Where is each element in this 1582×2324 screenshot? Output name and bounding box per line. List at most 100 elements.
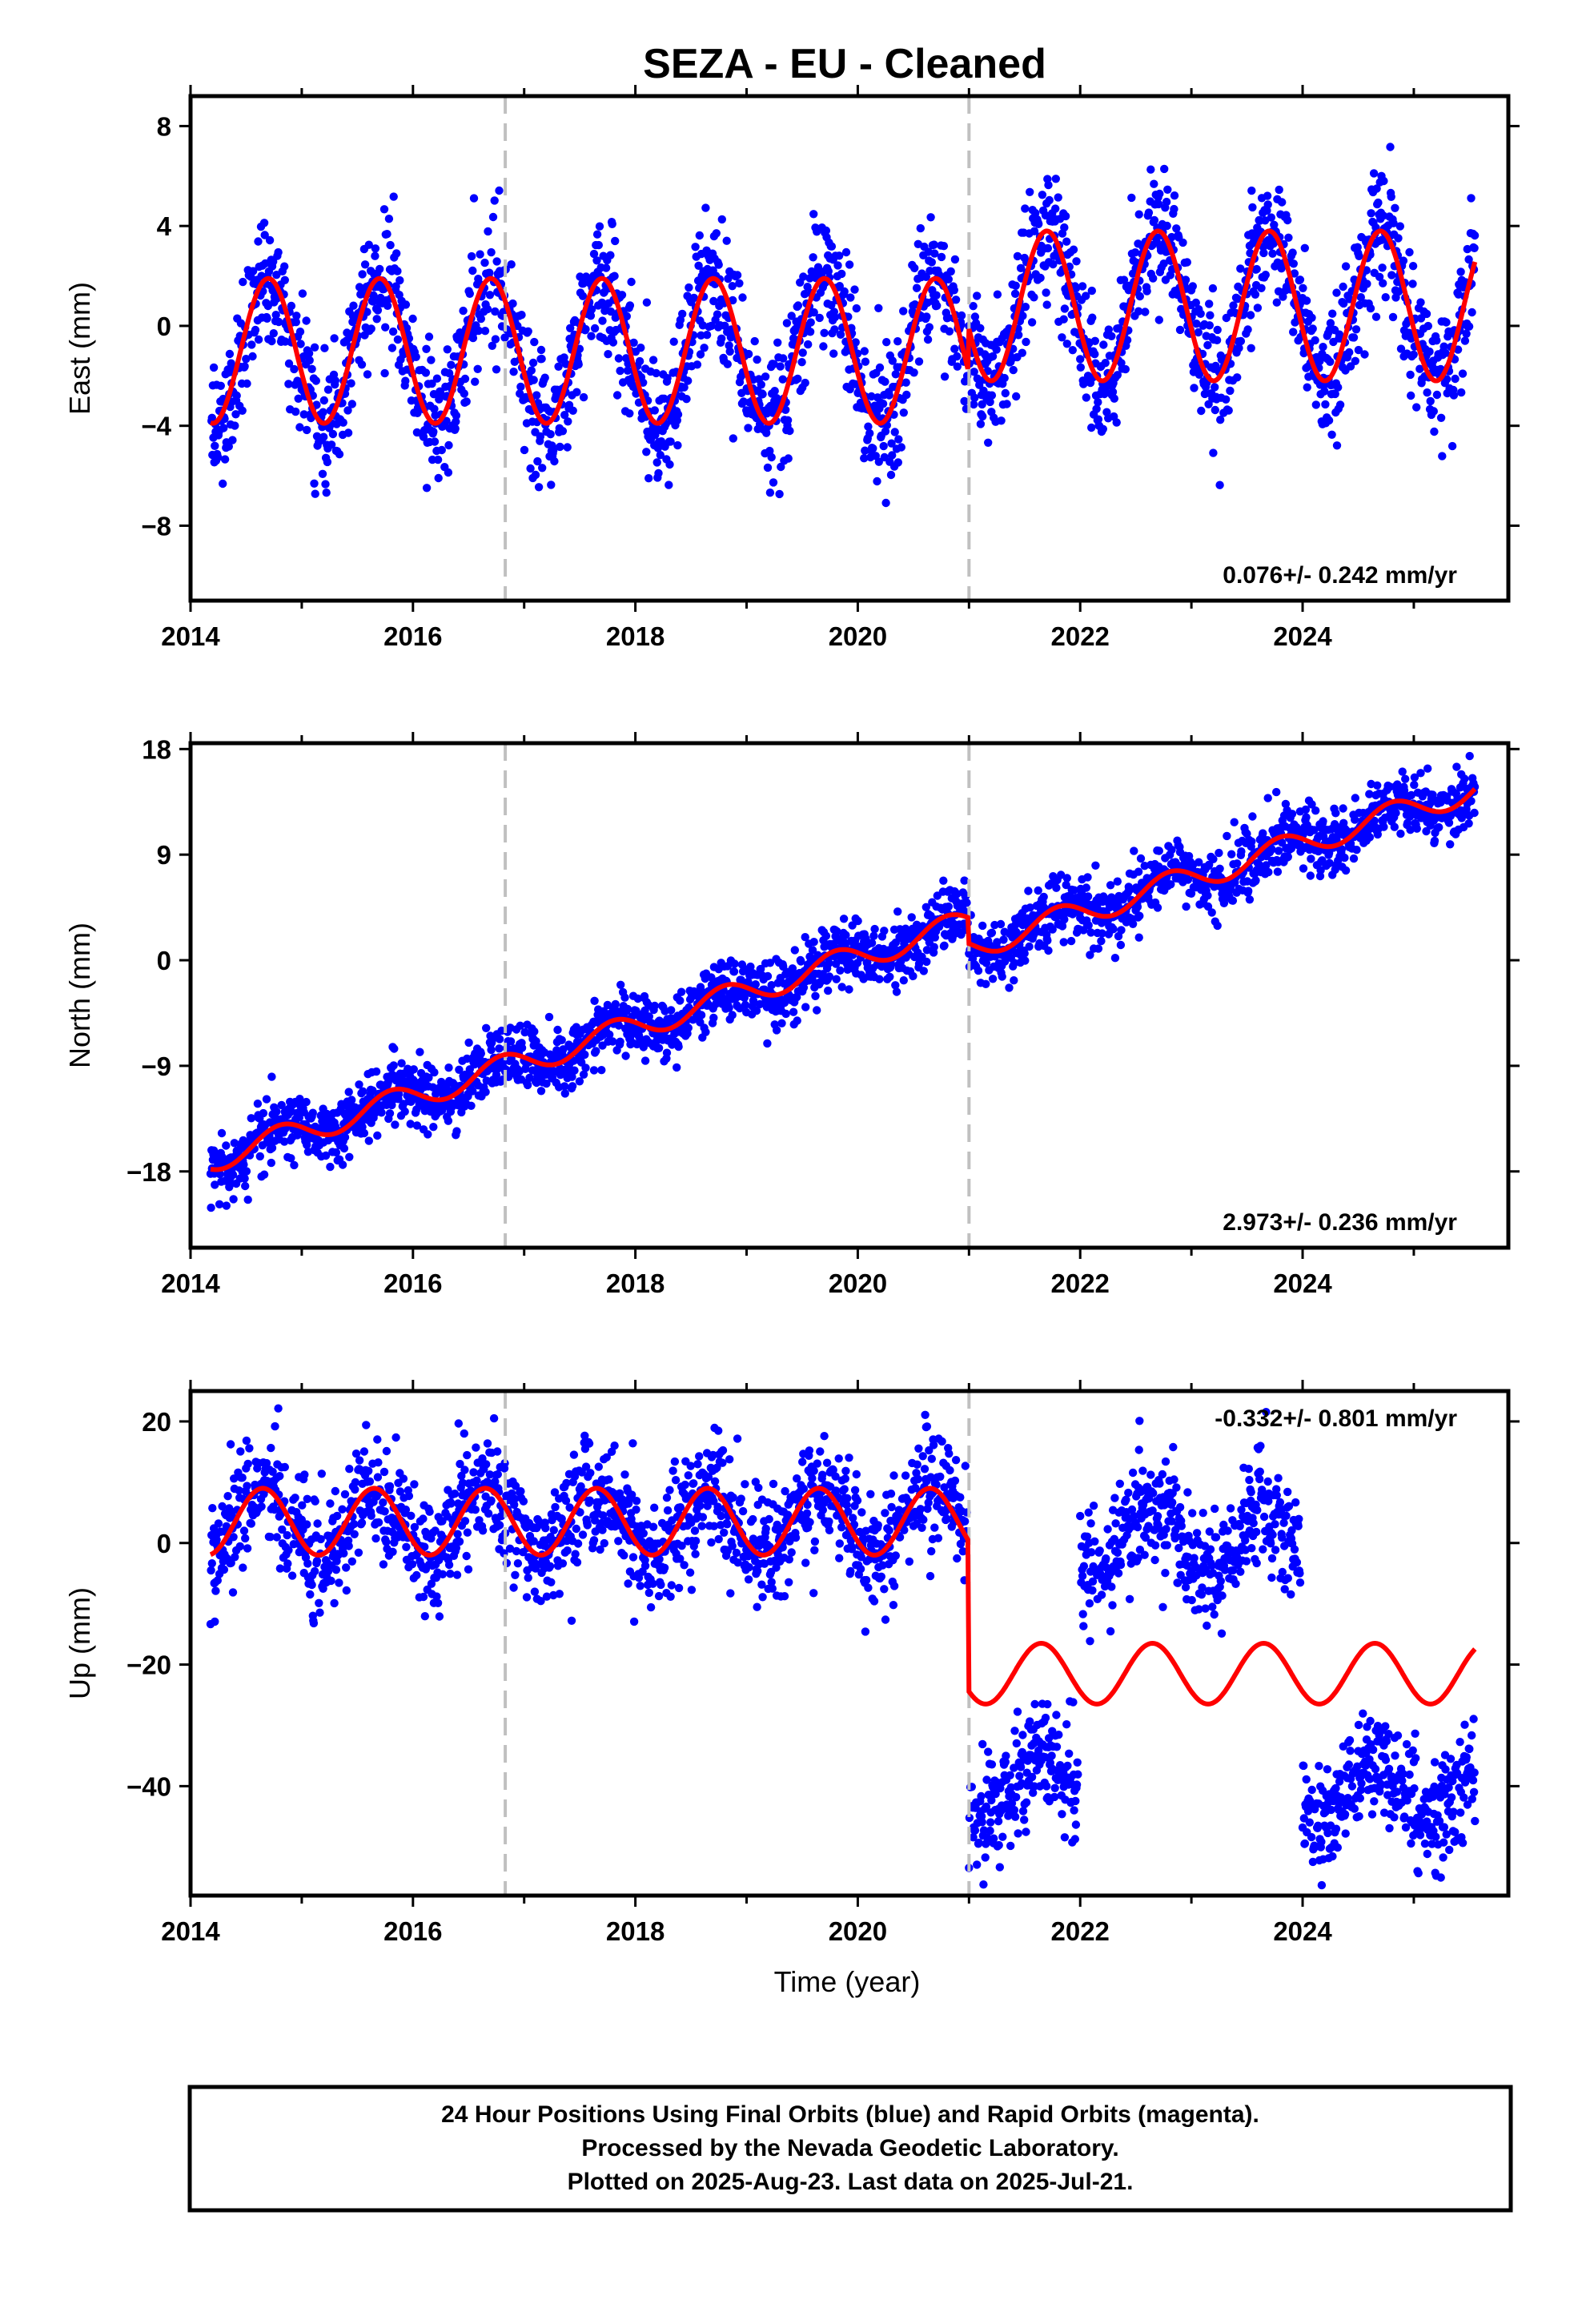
- east-data-point: [339, 418, 347, 427]
- east-x-tick-label: 2014: [161, 621, 220, 651]
- east-data-point: [307, 364, 316, 373]
- east-data-point: [1423, 321, 1433, 331]
- north-data-point: [1135, 911, 1144, 920]
- east-data-point: [753, 355, 761, 364]
- east-data-point: [444, 368, 454, 378]
- east-data-point: [1142, 287, 1151, 296]
- east-data-point: [717, 215, 726, 224]
- east-data-point: [254, 237, 263, 246]
- east-data-point: [538, 464, 547, 472]
- east-data-point: [793, 301, 803, 310]
- east-data-point: [428, 379, 436, 388]
- east-data-point: [1060, 304, 1070, 313]
- east-data-point: [1045, 195, 1054, 205]
- east-data-point: [663, 374, 672, 383]
- east-data-point: [778, 375, 787, 384]
- north-data-point: [517, 1043, 527, 1052]
- east-data-point: [894, 435, 903, 444]
- north-y-tick-label: 0: [157, 946, 171, 975]
- north-data-point: [725, 1003, 733, 1012]
- east-data-point: [1150, 215, 1159, 225]
- east-data-point: [371, 251, 379, 260]
- east-data-point: [830, 312, 840, 322]
- east-data-point: [546, 430, 555, 439]
- north-data-point: [359, 1087, 367, 1096]
- east-data-point: [563, 443, 572, 452]
- east-data-point: [666, 437, 675, 446]
- north-data-point: [1091, 861, 1100, 870]
- east-data-point: [243, 379, 251, 388]
- east-data-point: [311, 376, 320, 385]
- east-data-point: [485, 291, 495, 300]
- east-data-point: [1460, 336, 1470, 345]
- east-data-point: [976, 420, 986, 428]
- east-data-point: [1388, 312, 1398, 322]
- east-data-point: [307, 413, 315, 423]
- east-data-point: [836, 330, 845, 339]
- north-data-point: [222, 1141, 231, 1150]
- north-data-point: [709, 1013, 718, 1023]
- north-data-point: [940, 941, 949, 951]
- east-data-point: [707, 321, 716, 331]
- north-data-point: [444, 1116, 453, 1125]
- north-data-point: [1273, 867, 1283, 876]
- east-data-point: [723, 360, 732, 368]
- east-data-point: [592, 256, 601, 265]
- east-data-point: [248, 267, 258, 275]
- north-y-tick-label: 18: [142, 734, 171, 764]
- east-data-point: [483, 304, 492, 314]
- east-data-point: [319, 432, 328, 441]
- east-data-point: [391, 282, 400, 291]
- up-data-points: [206, 1404, 1480, 1890]
- east-data-point: [744, 349, 753, 359]
- north-data-point: [1134, 933, 1143, 942]
- north-data-point: [763, 971, 773, 981]
- north-data-point: [430, 1068, 439, 1077]
- east-data-point: [1263, 191, 1272, 200]
- east-data-point: [597, 298, 607, 308]
- up-data-point: [239, 1563, 247, 1572]
- east-data-point: [882, 338, 891, 347]
- east-data-point: [1470, 243, 1479, 252]
- east-data-point: [508, 299, 517, 308]
- east-data-point: [1013, 251, 1022, 261]
- up-data-point: [247, 1519, 255, 1528]
- north-data-point: [207, 1203, 215, 1212]
- east-data-point: [291, 318, 300, 327]
- east-data-point: [434, 473, 443, 483]
- east-data-point: [263, 314, 271, 323]
- east-data-point: [926, 213, 935, 222]
- east-data-point: [1038, 191, 1047, 199]
- east-data-point: [594, 240, 603, 250]
- north-rate-label: 2.973+/- 0.236 mm/yr: [1223, 1209, 1457, 1236]
- east-x-tick-label: 2016: [383, 621, 442, 651]
- east-data-point: [912, 283, 921, 292]
- north-data-point: [673, 1063, 681, 1072]
- north-data-point: [242, 1167, 251, 1176]
- east-data-point: [729, 296, 737, 305]
- east-data-point: [1150, 179, 1158, 188]
- east-x-tick-labels: 2014 2016 2018 2020 2022 2024: [161, 621, 1332, 651]
- north-data-point: [962, 899, 971, 907]
- east-data-point: [694, 261, 703, 270]
- east-data-point: [1391, 203, 1399, 212]
- east-data-point: [556, 442, 564, 452]
- east-data-point: [612, 391, 622, 400]
- north-data-point: [523, 1080, 532, 1090]
- east-data-point: [1062, 340, 1072, 348]
- east-data-point: [248, 352, 257, 361]
- east-data-point: [950, 344, 959, 353]
- east-data-point: [1119, 275, 1129, 284]
- east-data-point: [509, 368, 518, 376]
- east-y-tick-label: 4: [157, 211, 172, 241]
- east-y-axis-label: East (mm): [63, 282, 96, 415]
- east-data-point: [443, 345, 452, 354]
- east-data-point: [1069, 245, 1078, 254]
- east-data-point: [846, 293, 855, 302]
- north-data-point: [1302, 813, 1311, 822]
- east-data-point: [528, 358, 538, 368]
- east-data-point: [957, 311, 966, 320]
- east-data-point: [1360, 350, 1369, 359]
- north-data-point: [373, 1131, 382, 1140]
- north-data-point: [1446, 840, 1455, 849]
